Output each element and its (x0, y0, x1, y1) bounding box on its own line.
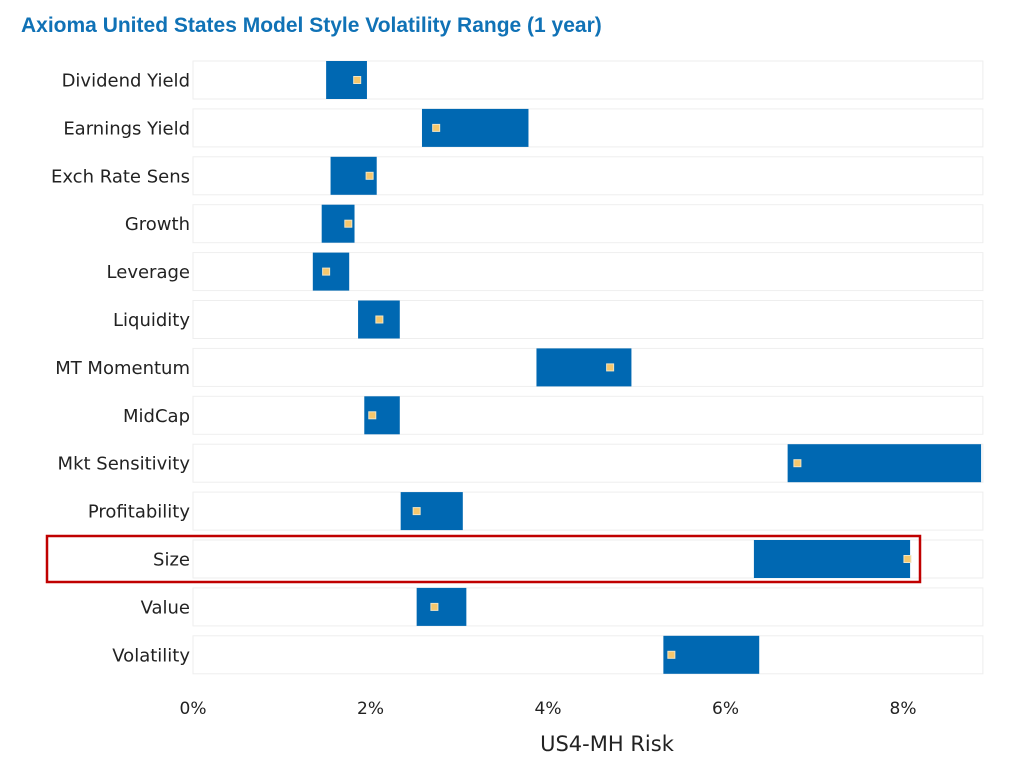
background-bar-value (192, 587, 984, 627)
x-tick-label: 6% (712, 699, 739, 719)
range-bar-leverage (312, 252, 350, 291)
range-bar-mt-momentum (536, 348, 632, 387)
category-label-liquidity: Liquidity (113, 310, 190, 331)
category-labels-layer: Dividend Yield Earnings Yield Exch Rate Se… (51, 71, 190, 667)
current-marker-exch-rate-sens (365, 171, 374, 180)
x-axis-title: US4-MH Risk (540, 732, 675, 756)
background-bar-dividend-yield (192, 60, 984, 100)
category-label-profitability: Profitability (88, 502, 190, 523)
background-bar-leverage (192, 252, 984, 292)
range-bar-value (416, 587, 467, 626)
category-label-size: Size (153, 550, 190, 571)
x-tick-labels-layer: 0% 2% 4% 6% 8% (180, 699, 917, 719)
x-tick-label: 2% (357, 699, 384, 719)
x-tick-label: 4% (535, 699, 562, 719)
category-label-exch-rate-sens: Exch Rate Sens (51, 166, 190, 187)
range-bar-volatility (663, 635, 760, 674)
highlight-box-size (45, 534, 922, 584)
category-label-growth: Growth (125, 214, 190, 235)
background-bar-volatility (192, 635, 984, 675)
current-marker-profitability (412, 507, 421, 516)
background-bar-profitability (192, 491, 984, 531)
category-label-volatility: Volatility (112, 645, 190, 666)
current-marker-midcap (368, 411, 377, 420)
current-marker-liquidity (375, 315, 384, 324)
current-marker-value (430, 602, 439, 611)
category-label-mt-momentum: MT Momentum (55, 358, 190, 379)
current-marker-growth (344, 219, 353, 228)
category-label-earnings-yield: Earnings Yield (63, 118, 190, 139)
x-tick-label: 0% (180, 699, 207, 719)
range-bar-size (753, 540, 911, 578)
x-tick-label: 8% (890, 699, 917, 719)
category-label-leverage: Leverage (107, 262, 190, 283)
background-bar-earnings-yield (192, 108, 984, 148)
current-markers-layer (322, 76, 912, 659)
highlight-layer (45, 534, 922, 584)
category-label-midcap: MidCap (123, 406, 190, 427)
category-label-value: Value (141, 597, 190, 618)
category-label-dividend-yield: Dividend Yield (62, 71, 190, 92)
current-marker-dividend-yield (353, 76, 362, 84)
background-bar-growth (192, 204, 984, 244)
range-bar-profitability (400, 492, 463, 531)
current-marker-size (903, 555, 912, 563)
current-marker-earnings-yield (432, 123, 441, 132)
range-bar-mkt-sensitivity (787, 444, 982, 483)
current-marker-mt-momentum (606, 363, 615, 372)
current-marker-volatility (667, 650, 676, 659)
category-label-mkt-sensitivity: Mkt Sensitivity (58, 454, 191, 475)
background-bar-midcap (192, 395, 984, 435)
background-bar-exch-rate-sens (192, 156, 984, 196)
current-marker-mkt-sensitivity (793, 459, 802, 468)
chart-title: Axioma United States Model Style Volatil… (21, 14, 602, 37)
current-marker-leverage (322, 267, 331, 276)
background-bar-liquidity (192, 300, 984, 339)
